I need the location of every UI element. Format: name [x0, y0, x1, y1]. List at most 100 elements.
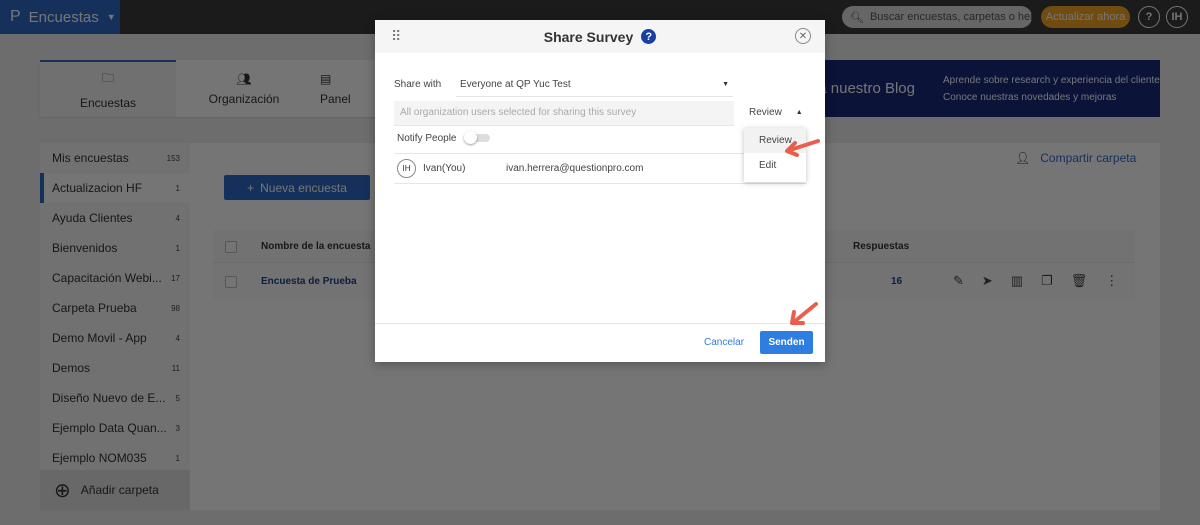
folder-count: 5 [175, 393, 180, 403]
tab-label: Encuestas [79, 96, 137, 110]
tab-panel[interactable]: ▤ Panel [312, 60, 380, 117]
folder-count: 153 [166, 153, 180, 163]
folder-count: 3 [175, 423, 180, 433]
blog-title: ita nuestro Blog [810, 80, 915, 97]
folder-count: 1 [175, 183, 180, 193]
folder-label: Capacitación Webi... [52, 271, 162, 285]
sidebar-item[interactable]: Capacitación Webi... 17 [40, 263, 190, 293]
add-folder-label: Añadir carpeta [80, 483, 159, 497]
folder-count: 4 [175, 213, 180, 223]
folder-label: Carpeta Prueba [52, 301, 137, 315]
info-text: All organization users selected for shar… [394, 101, 734, 125]
blog-bullet: Conoce nuestras novedades y mejoras [943, 91, 1117, 103]
plus-circle-icon: ⊕ [54, 479, 71, 502]
cancel-button[interactable]: Cancelar [704, 337, 745, 348]
row-checkbox[interactable] [225, 276, 237, 288]
send-button[interactable]: Senden [760, 331, 813, 354]
app-switcher[interactable]: P Encuestas ▼ [0, 0, 120, 34]
folder-label: Mis encuestas [52, 151, 129, 165]
sidebar-item[interactable]: Demo Movil - App 4 [40, 323, 190, 353]
blog-banner[interactable]: ita nuestro Blog Aprende sobre research y… [790, 60, 1160, 117]
search-input[interactable]: 🔍︎ Buscar encuestas, carpetas o herrami [842, 6, 1032, 28]
folder-count: 4 [175, 333, 180, 343]
user-name: Ivan(You) [423, 163, 466, 174]
tab-organizacion[interactable]: 👥︎ Organización [176, 60, 312, 117]
panel-icon: ▤ [320, 71, 332, 86]
drag-handle-icon[interactable]: ⠿ [391, 28, 402, 44]
search-placeholder: Buscar encuestas, carpetas o herrami [869, 11, 1032, 23]
sidebar-item[interactable]: Mis encuestas 153 [40, 143, 190, 173]
new-survey-label: Nueva encuesta [260, 180, 347, 195]
new-survey-button[interactable]: + Nueva encuesta [224, 175, 370, 200]
app-label: Encuestas [28, 8, 99, 26]
column-responses[interactable]: Respuestas [853, 241, 910, 252]
divider [394, 183, 806, 184]
sidebar-item[interactable]: Bienvenidos 1 [40, 233, 190, 263]
user-email: ivan.herrera@questionpro.com [506, 163, 644, 174]
folder-label: Bienvenidos [52, 241, 118, 255]
share-with-select[interactable]: Everyone at QP Yuc Test ▼ [456, 72, 733, 97]
notify-toggle[interactable] [464, 131, 490, 144]
folder-label: Ejemplo NOM035 [52, 451, 147, 465]
folder-icon: 🗀 [101, 71, 114, 85]
folder-count: 98 [171, 303, 180, 313]
caret-up-icon: ▲ [795, 109, 803, 116]
more-icon[interactable]: ⋮ [1105, 273, 1119, 288]
share-with-value: Everyone at QP Yuc Test [460, 78, 571, 90]
sidebar-item[interactable]: Actualizacion HF 1 [40, 173, 190, 203]
help-button[interactable]: ? [1138, 6, 1160, 28]
send-icon[interactable]: ➤ [981, 273, 993, 288]
add-user-icon: 👤︎ [1015, 151, 1031, 165]
share-folder-label: Compartir carpeta [1040, 151, 1137, 165]
responses-count[interactable]: 16 [891, 276, 903, 287]
sidebar-item[interactable]: Ejemplo NOM035 1 [40, 443, 190, 470]
folder-sidebar: Mis encuestas 153 Actualizacion HF 1 Ayuda C… [40, 143, 190, 470]
select-all-checkbox[interactable] [225, 241, 237, 253]
folder-label: Actualizacion HF [52, 181, 143, 195]
copy-icon[interactable]: ❐ [1041, 273, 1053, 288]
footer-divider [375, 323, 825, 324]
sidebar-item[interactable]: Ejemplo Data Quan... 3 [40, 413, 190, 443]
share-folder-link[interactable]: 👤︎ Compartir carpeta [1015, 151, 1136, 165]
sidebar-item[interactable]: Carpeta Prueba 98 [40, 293, 190, 323]
share-survey-dialog: Share Survey? ⠿ ✕ Share with Everyone at… [375, 20, 825, 362]
tab-encuestas[interactable]: 🗀 Encuestas [40, 60, 176, 117]
permission-select[interactable]: Review ▲ [749, 107, 803, 118]
help-icon[interactable]: ? [641, 29, 657, 44]
folder-label: Demo Movil - App [52, 331, 147, 345]
folder-count: 1 [175, 453, 180, 463]
user-avatar: IH [397, 159, 416, 178]
report-icon[interactable]: ▥ [1010, 273, 1024, 288]
delete-icon[interactable]: 🗑︎ [1070, 273, 1088, 288]
permission-menu: Review Edit [744, 128, 806, 182]
sidebar-item[interactable]: Demos 11 [40, 353, 190, 383]
edit-icon[interactable]: ✎ [953, 273, 964, 288]
folder-count: 17 [171, 273, 180, 283]
plus-icon: + [247, 180, 255, 195]
sidebar-item[interactable]: Diseño Nuevo de E... 5 [40, 383, 190, 413]
folder-label: Diseño Nuevo de E... [52, 391, 166, 405]
menu-item-review[interactable]: Review [744, 128, 806, 153]
avatar[interactable]: IH [1166, 6, 1188, 28]
caret-down-icon: ▼ [722, 80, 729, 88]
blog-bullet: Aprende sobre research y experiencia del… [943, 74, 1160, 86]
column-name[interactable]: Nombre de la encuesta [261, 241, 371, 252]
logo-icon: P [10, 8, 21, 25]
close-icon[interactable]: ✕ [795, 28, 811, 44]
menu-item-edit[interactable]: Edit [759, 160, 777, 171]
sidebar-item[interactable]: Ayuda Clientes 4 [40, 203, 190, 233]
dialog-header: Share Survey? [375, 20, 825, 53]
survey-link[interactable]: Encuesta de Prueba [261, 276, 357, 287]
nav-tabs: 🗀 Encuestas 👥︎ Organización ▤ Panel [40, 60, 380, 117]
tab-label: Organización [208, 91, 280, 106]
folder-label: Demos [52, 361, 91, 375]
folder-label: Ejemplo Data Quan... [52, 421, 167, 435]
add-folder-button[interactable]: ⊕ Añadir carpeta [40, 470, 190, 510]
search-icon: 🔍︎ [850, 11, 864, 24]
upgrade-button[interactable]: Actualizar ahora [1041, 6, 1130, 28]
notify-label: Notify People [397, 133, 457, 144]
share-with-label: Share with [394, 79, 442, 90]
add-user-icon: 👥︎ [236, 71, 252, 86]
folder-count: 11 [171, 363, 180, 373]
tab-label: Panel [320, 91, 351, 106]
